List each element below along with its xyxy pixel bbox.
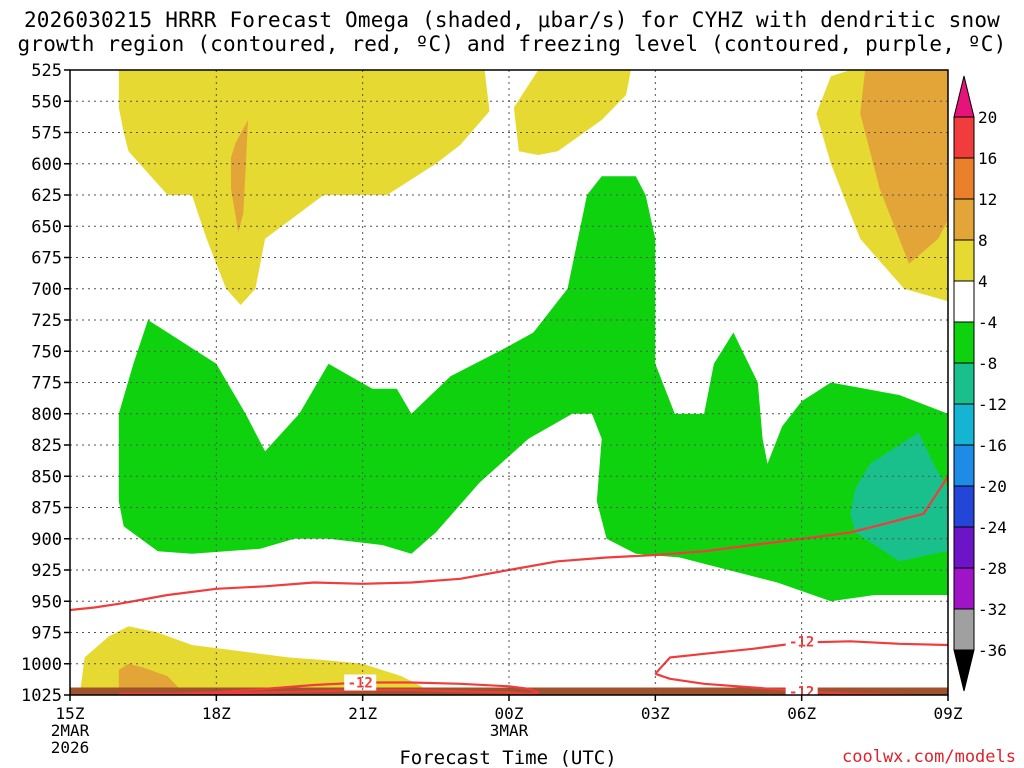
y-tick-label-3: 600	[31, 155, 62, 175]
x-tick-label-1: 18Z	[202, 704, 231, 723]
y-tick-label-13: 850	[31, 467, 62, 487]
y-tick-label-12: 825	[31, 436, 62, 456]
colorbar-bin-8	[953, 444, 975, 487]
colorbar-bin-9	[953, 485, 975, 528]
omega-shaded-region-0	[118, 70, 490, 305]
colorbar-bin-3	[953, 239, 975, 282]
omega-shaded-region-1	[231, 120, 248, 233]
dgz-contour-line-2	[654, 640, 948, 675]
dgz-contour-line-1	[118, 681, 540, 695]
x-axis-label: Forecast Time (UTC)	[399, 747, 616, 768]
terrain-band	[70, 687, 948, 695]
y-tick-label-0: 525	[31, 61, 62, 81]
y-tick-label-20: 1025	[21, 686, 62, 706]
x-tick-sublabel-0-0: 2MAR	[51, 721, 90, 740]
colorbar-label-3: 8	[978, 231, 988, 250]
y-tick-label-15: 900	[31, 530, 62, 550]
plot-area: -12-12-12	[70, 70, 948, 695]
omega-shaded-region-8	[118, 663, 183, 695]
x-tick-label-3: 00Z	[495, 704, 524, 723]
colorbar-label-5: -4	[978, 313, 997, 332]
x-tick-label-6: 09Z	[934, 704, 963, 723]
axes: 525 550 575 600 625 650 675 700 725 750 775 800 825 8…	[21, 61, 963, 757]
colorbar-label-7: -12	[978, 395, 1007, 414]
y-tick-label-1: 550	[31, 92, 62, 112]
dgz-contour-line-0	[70, 475, 948, 612]
omega-shaded-region-4	[860, 70, 948, 264]
x-tick-label-0: 15Z	[56, 704, 85, 723]
chart-title-line-1: 2026030215 HRRR Forecast Omega (shaded, …	[23, 8, 1001, 32]
colorbar-label-10: -24	[978, 518, 1007, 537]
y-tick-label-2: 575	[31, 124, 62, 144]
colorbar-label-11: -28	[978, 559, 1007, 578]
y-tick-label-18: 975	[31, 624, 62, 644]
colorbar-label-2: 12	[978, 190, 997, 209]
colorbar-label-6: -8	[978, 354, 997, 373]
y-tick-label-8: 725	[31, 311, 62, 331]
y-tick-label-4: 625	[31, 186, 62, 206]
omega-shaded-region-6	[850, 432, 948, 562]
x-tick-sublabel-0-1: 2026	[51, 738, 90, 757]
colorbar-bin-6	[953, 362, 975, 405]
colorbar-bin-0	[953, 116, 975, 159]
colorbar-bin-1	[953, 157, 975, 200]
y-tick-label-16: 925	[31, 561, 62, 581]
y-tick-label-9: 750	[31, 342, 62, 362]
contour-label-0: -12	[348, 676, 373, 692]
y-tick-label-10: 775	[31, 374, 62, 394]
x-tick-label-5: 06Z	[787, 704, 816, 723]
y-tick-label-11: 800	[31, 405, 62, 425]
x-tick-label-4: 03Z	[641, 704, 670, 723]
colorbar-under-triangle	[953, 649, 975, 692]
colorbar-bin-11	[953, 567, 975, 610]
plot-frame	[69, 69, 949, 696]
contour-label-bg-0	[344, 674, 377, 691]
colorbar-bin-7	[953, 403, 975, 446]
colorbar-bin-4	[953, 280, 975, 323]
colorbar-legend: 20 16 12 8 4 -4 -8 -12 -16 -20 -24 -28 -32 -36	[953, 75, 1007, 692]
chart-title-line-2: growth region (contoured, red, ºC) and f…	[17, 32, 1007, 56]
omega-shaded-region-2	[513, 70, 631, 155]
y-tick-label-14: 875	[31, 499, 62, 519]
x-tick-sublabel-3-0: 3MAR	[490, 721, 529, 740]
colorbar-label-13: -36	[978, 641, 1007, 660]
colorbar-label-9: -20	[978, 477, 1007, 496]
y-tick-label-6: 675	[31, 249, 62, 269]
colorbar-bin-12	[953, 608, 975, 651]
y-tick-label-5: 650	[31, 217, 62, 237]
contour-label-1: -12	[789, 634, 814, 650]
omega-shaded-region-5	[118, 176, 948, 602]
y-tick-label-19: 1000	[21, 655, 62, 675]
y-tick-label-17: 950	[31, 592, 62, 612]
colorbar-over-triangle	[953, 75, 975, 118]
colorbar-label-1: 16	[978, 149, 997, 168]
colorbar-bin-10	[953, 526, 975, 569]
colorbar-label-8: -16	[978, 436, 1007, 455]
colorbar-label-4: 4	[978, 272, 988, 291]
colorbar-label-12: -32	[978, 600, 1007, 619]
colorbar-label-0: 20	[978, 108, 997, 127]
colorbar-bin-5	[953, 321, 975, 364]
colorbar-bin-2	[953, 198, 975, 241]
x-tick-label-2: 21Z	[348, 704, 377, 723]
site-credit: coolwx.com/models	[842, 747, 1016, 767]
y-tick-label-7: 700	[31, 280, 62, 300]
